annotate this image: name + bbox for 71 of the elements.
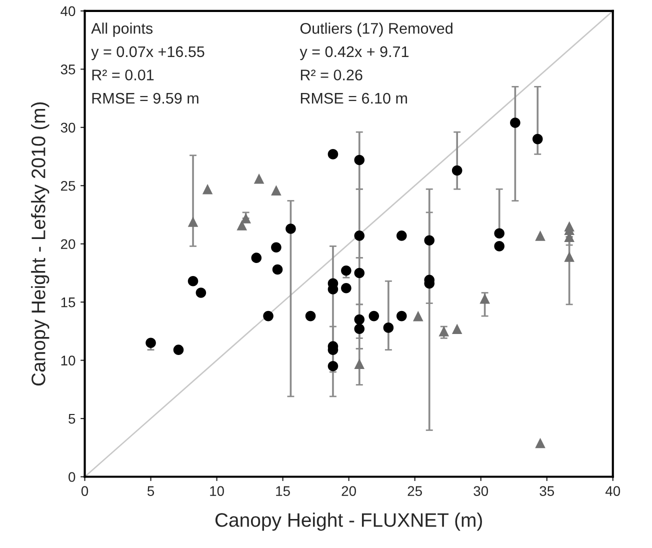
point — [396, 310, 407, 322]
point — [354, 230, 365, 241]
annotation: R² = 0.01 — [92, 70, 154, 80]
x-tick-label: 15 — [276, 486, 290, 496]
point — [271, 185, 282, 196]
point — [146, 338, 156, 348]
point — [354, 268, 365, 278]
annotation: RMSE = 9.59 m — [92, 92, 198, 104]
point — [328, 360, 338, 372]
point — [354, 154, 365, 166]
point — [254, 174, 264, 184]
annotation: y = 0.07x +16.55 — [91, 46, 204, 60]
point — [383, 322, 394, 333]
point — [341, 265, 352, 276]
point — [240, 213, 251, 224]
annotation: y = 0.42x + 9.71 — [300, 46, 409, 60]
y-tick-label: 10 — [61, 356, 76, 366]
point — [236, 220, 248, 230]
y-tick-label: 35 — [60, 64, 76, 74]
y-tick-label: 30 — [60, 122, 76, 133]
x-tick-label: 40 — [605, 486, 620, 496]
y-tick-label: 25 — [60, 180, 76, 191]
x-tick-label: 0 — [81, 486, 88, 496]
point — [251, 252, 262, 263]
annotation: Outliers (17) Removed — [300, 22, 452, 37]
point — [396, 230, 407, 241]
annotation: All points — [91, 22, 153, 37]
point — [173, 344, 184, 355]
y-tick-label: 5 — [68, 414, 76, 424]
y-tick-label: 0 — [68, 472, 76, 482]
point — [564, 252, 574, 262]
point — [424, 235, 435, 246]
point — [510, 118, 520, 128]
point — [272, 264, 283, 275]
point — [271, 242, 282, 253]
annotation: R² = 0.26 — [300, 70, 362, 80]
point — [452, 324, 462, 334]
point — [286, 224, 296, 234]
point — [438, 326, 450, 336]
point — [354, 314, 365, 325]
point — [494, 241, 504, 252]
x-tick-label: 35 — [540, 486, 554, 496]
point — [532, 134, 543, 144]
x-tick-label: 5 — [147, 486, 154, 496]
point — [368, 310, 380, 322]
x-tick-label: 20 — [342, 486, 356, 496]
point — [354, 358, 365, 369]
point — [202, 184, 213, 194]
point — [188, 216, 198, 227]
y-tick-label: 20 — [60, 239, 76, 250]
point — [328, 149, 338, 160]
x-axis-title: Canopy Height - FLUXNET (m) — [215, 512, 482, 531]
point — [341, 282, 352, 294]
y-axis-title: Canopy Height - Lefsky 2010 (m) — [31, 102, 50, 386]
point — [535, 438, 546, 448]
y-tick-label: 40 — [60, 6, 76, 16]
point — [535, 230, 546, 241]
point — [480, 293, 490, 304]
annotation: RMSE = 6.10 m — [300, 92, 407, 104]
point — [305, 310, 316, 322]
point — [494, 228, 504, 239]
point — [354, 324, 365, 334]
x-tick-label: 25 — [408, 486, 422, 496]
point — [196, 288, 206, 298]
x-tick-label: 10 — [210, 486, 224, 496]
point — [263, 310, 274, 322]
point — [188, 276, 198, 286]
point — [452, 165, 462, 176]
x-tick-label: 30 — [474, 486, 488, 496]
point — [412, 310, 424, 322]
y-tick-label: 15 — [61, 298, 76, 308]
